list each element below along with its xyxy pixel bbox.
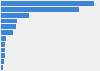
Bar <box>1 65 3 70</box>
Bar <box>1 30 13 35</box>
Bar <box>1 53 5 58</box>
Bar <box>1 7 79 12</box>
Bar <box>1 13 29 18</box>
Bar <box>1 24 16 29</box>
Bar <box>1 19 17 24</box>
Bar <box>1 42 5 47</box>
Bar <box>1 1 94 6</box>
Bar <box>1 36 6 41</box>
Bar <box>1 47 5 52</box>
Bar <box>1 59 4 64</box>
